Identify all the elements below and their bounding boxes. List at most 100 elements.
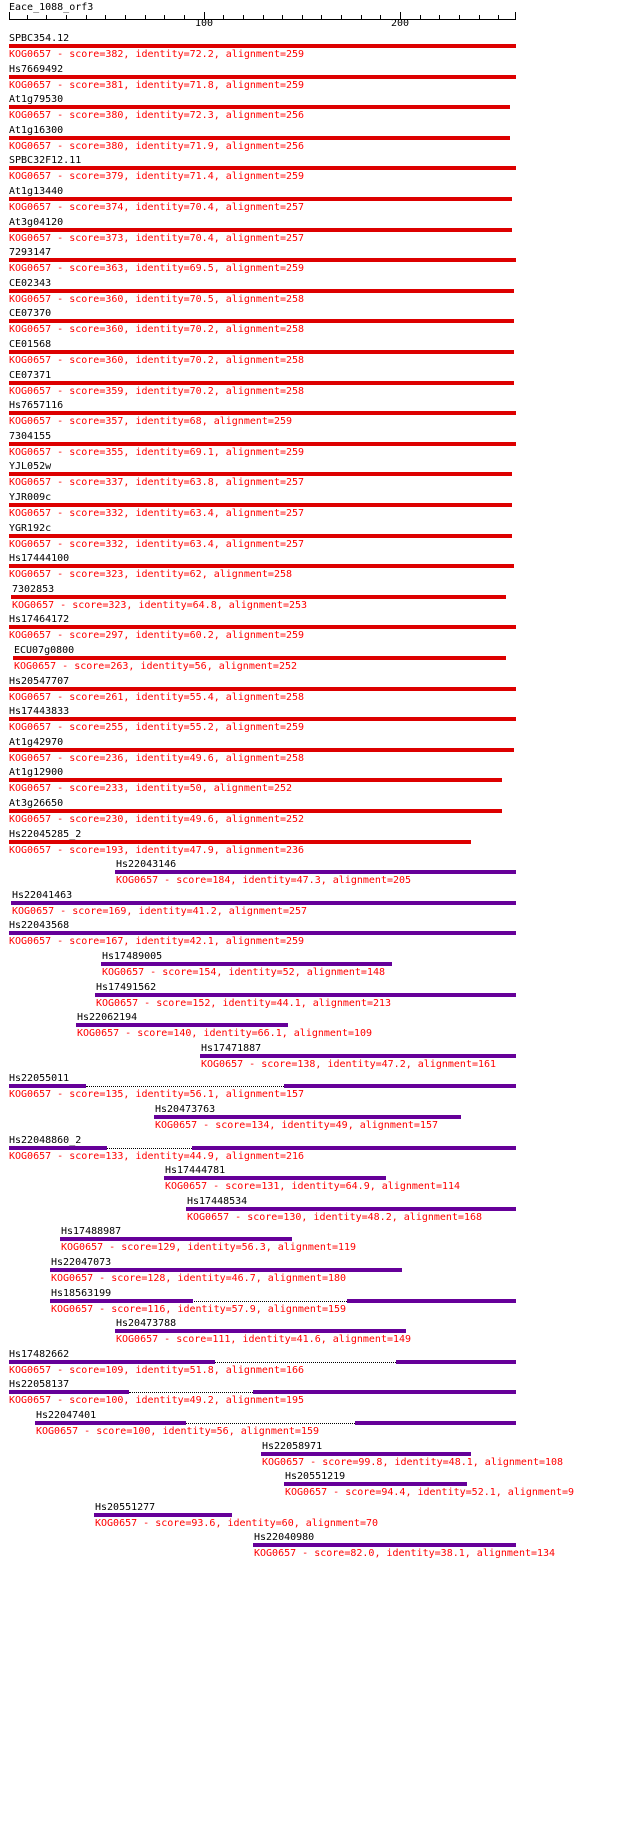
hit-name[interactable]: 7304155: [9, 431, 52, 442]
alignment-bar[interactable]: [50, 1268, 402, 1272]
hit-name[interactable]: Hs22047401: [36, 1410, 97, 1421]
alignment-bar[interactable]: [253, 1390, 516, 1394]
hit-name[interactable]: Hs22043146: [116, 859, 177, 870]
alignment-bar[interactable]: [9, 1146, 107, 1150]
alignment-bar[interactable]: [164, 1176, 386, 1180]
alignment-bar[interactable]: [9, 503, 512, 507]
alignment-bar[interactable]: [9, 472, 512, 476]
alignment-bar[interactable]: [9, 1084, 86, 1088]
alignment-bar[interactable]: [9, 1360, 215, 1364]
hit-name[interactable]: Hs7657116: [9, 400, 64, 411]
hit-name[interactable]: Hs20551277: [95, 1502, 156, 1513]
hit-name[interactable]: SPBC354.12: [9, 33, 70, 44]
hit-name[interactable]: Hs22048860_2: [9, 1135, 82, 1146]
alignment-bar[interactable]: [9, 75, 516, 79]
hit-name[interactable]: CE07370: [9, 308, 52, 319]
alignment-bar[interactable]: [253, 1543, 516, 1547]
hit-name[interactable]: At1g16300: [9, 125, 64, 136]
alignment-bar[interactable]: [9, 136, 510, 140]
hit-name[interactable]: At1g79530: [9, 94, 64, 105]
hit-name[interactable]: Hs22062194: [77, 1012, 138, 1023]
alignment-bar[interactable]: [50, 1299, 193, 1303]
alignment-bar[interactable]: [9, 289, 514, 293]
hit-name[interactable]: At1g42970: [9, 737, 64, 748]
hit-name[interactable]: Hs20473763: [155, 1104, 216, 1115]
alignment-bar[interactable]: [9, 411, 516, 415]
hit-name[interactable]: Hs17482662: [9, 1349, 70, 1360]
alignment-bar[interactable]: [9, 687, 516, 691]
alignment-bar[interactable]: [284, 1482, 467, 1486]
alignment-bar[interactable]: [355, 1421, 516, 1425]
alignment-bar[interactable]: [11, 901, 516, 905]
hit-name[interactable]: 7293147: [9, 247, 52, 258]
alignment-bar[interactable]: [9, 319, 514, 323]
alignment-bar[interactable]: [101, 962, 392, 966]
hit-name[interactable]: Hs17444781: [165, 1165, 226, 1176]
alignment-bar[interactable]: [347, 1299, 516, 1303]
alignment-bar[interactable]: [9, 105, 510, 109]
hit-name[interactable]: SPBC32F12.11: [9, 155, 82, 166]
hit-name[interactable]: Hs17443833: [9, 706, 70, 717]
alignment-bar[interactable]: [9, 717, 516, 721]
alignment-bar[interactable]: [115, 1329, 406, 1333]
alignment-bar[interactable]: [9, 534, 512, 538]
hit-name[interactable]: YGR192c: [9, 523, 52, 534]
hit-name[interactable]: Hs22058137: [9, 1379, 70, 1390]
alignment-bar[interactable]: [76, 1023, 288, 1027]
hit-name[interactable]: Hs17464172: [9, 614, 70, 625]
alignment-bar[interactable]: [192, 1146, 516, 1150]
alignment-bar[interactable]: [115, 870, 516, 874]
alignment-bar[interactable]: [13, 656, 506, 660]
hit-name[interactable]: Hs17444100: [9, 553, 70, 564]
alignment-bar[interactable]: [186, 1207, 516, 1211]
alignment-bar[interactable]: [9, 166, 516, 170]
hit-name[interactable]: At1g12900: [9, 767, 64, 778]
alignment-bar[interactable]: [95, 993, 516, 997]
alignment-bar[interactable]: [9, 44, 516, 48]
alignment-bar[interactable]: [9, 748, 514, 752]
hit-name[interactable]: Hs22047073: [51, 1257, 112, 1268]
hit-name[interactable]: At3g26650: [9, 798, 64, 809]
hit-name[interactable]: CE07371: [9, 370, 52, 381]
hit-name[interactable]: 7302853: [12, 584, 55, 595]
hit-name[interactable]: Hs22040980: [254, 1532, 315, 1543]
alignment-bar[interactable]: [9, 258, 516, 262]
hit-name[interactable]: Hs20551219: [285, 1471, 346, 1482]
hit-name[interactable]: Hs17448534: [187, 1196, 248, 1207]
alignment-bar[interactable]: [9, 350, 514, 354]
hit-name[interactable]: Hs20547707: [9, 676, 70, 687]
alignment-bar[interactable]: [11, 595, 506, 599]
hit-name[interactable]: At3g04120: [9, 217, 64, 228]
alignment-bar[interactable]: [9, 381, 514, 385]
alignment-bar[interactable]: [396, 1360, 516, 1364]
hit-name[interactable]: Hs22045285_2: [9, 829, 82, 840]
hit-name[interactable]: Hs17471887: [201, 1043, 262, 1054]
alignment-bar[interactable]: [261, 1452, 471, 1456]
alignment-bar[interactable]: [154, 1115, 461, 1119]
hit-name[interactable]: Hs17488987: [61, 1226, 122, 1237]
alignment-bar[interactable]: [9, 809, 502, 813]
alignment-bar[interactable]: [9, 778, 502, 782]
alignment-bar[interactable]: [35, 1421, 186, 1425]
alignment-bar[interactable]: [60, 1237, 292, 1241]
hit-name[interactable]: Hs22058971: [262, 1441, 323, 1452]
alignment-bar[interactable]: [9, 228, 512, 232]
alignment-bar[interactable]: [94, 1513, 232, 1517]
hit-name[interactable]: Hs17491562: [96, 982, 157, 993]
hit-name[interactable]: Hs22041463: [12, 890, 73, 901]
alignment-bar[interactable]: [9, 1390, 129, 1394]
hit-name[interactable]: YJR009c: [9, 492, 52, 503]
alignment-bar[interactable]: [284, 1084, 516, 1088]
hit-name[interactable]: Hs7669492: [9, 64, 64, 75]
alignment-bar[interactable]: [9, 840, 471, 844]
hit-name[interactable]: At1g13440: [9, 186, 64, 197]
alignment-bar[interactable]: [9, 625, 516, 629]
alignment-bar[interactable]: [200, 1054, 516, 1058]
hit-name[interactable]: ECU07g0800: [14, 645, 75, 656]
hit-name[interactable]: Hs17489005: [102, 951, 163, 962]
hit-name[interactable]: Hs22043568: [9, 920, 70, 931]
alignment-bar[interactable]: [9, 197, 512, 201]
hit-name[interactable]: Hs22055011: [9, 1073, 70, 1084]
hit-name[interactable]: Hs20473788: [116, 1318, 177, 1329]
alignment-bar[interactable]: [9, 931, 516, 935]
